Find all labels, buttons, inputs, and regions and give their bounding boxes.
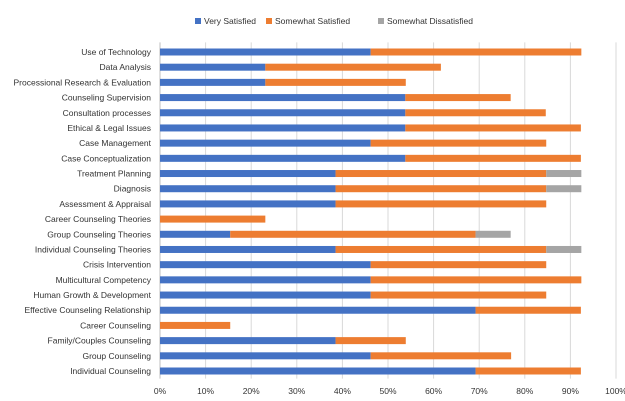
category-label: Effective Counseling Relationship — [25, 305, 152, 315]
x-tick-label: 80% — [516, 386, 533, 396]
x-tick-label: 60% — [425, 386, 442, 396]
category-label: Family/Couples Counseling — [48, 336, 152, 346]
bar-very-satisfied-13 — [160, 245, 336, 253]
bar-somewhat-satisfied-12 — [230, 230, 476, 238]
bar-somewhat-satisfied-4 — [405, 109, 546, 117]
legend-swatch — [378, 18, 384, 24]
bar-somewhat-satisfied-19 — [335, 337, 406, 345]
x-tick-label: 40% — [334, 386, 351, 396]
bar-very-satisfied-20 — [160, 352, 371, 360]
bar-somewhat-satisfied-14 — [370, 261, 547, 269]
x-tick-labels: 0% 10% 20% 30% 40% 50% 60% 70% 80% 90% 100% — [154, 386, 625, 396]
bar-somewhat-satisfied-11 — [160, 215, 266, 223]
bar-somewhat-satisfied-17 — [475, 306, 581, 314]
bar-somewhat-satisfied-7 — [405, 154, 581, 162]
legend-swatch — [195, 18, 201, 24]
bar-somewhat-satisfied-20 — [370, 352, 512, 360]
legend-label: Somewhat Dissatisfied — [387, 16, 473, 26]
category-label: Use of Technology — [81, 47, 152, 57]
x-tick-label: 20% — [243, 386, 260, 396]
x-tick-label: 30% — [288, 386, 305, 396]
bar-very-satisfied-6 — [160, 139, 371, 147]
bar-somewhat-satisfied-18 — [160, 321, 231, 329]
category-label: Counseling Supervision — [62, 93, 152, 103]
bar-very-satisfied-9 — [160, 185, 336, 193]
bar-somewhat-satisfied-10 — [335, 200, 547, 208]
x-tick-label: 0% — [154, 386, 167, 396]
bar-very-satisfied-16 — [160, 291, 371, 299]
category-label: Group Counseling Theories — [47, 229, 151, 239]
bar-somewhat-satisfied-0 — [370, 48, 582, 56]
category-label: Career Counseling — [80, 320, 151, 330]
bar-very-satisfied-14 — [160, 261, 371, 269]
bar-very-satisfied-3 — [160, 94, 406, 102]
bar-very-satisfied-2 — [160, 78, 266, 86]
bar-very-satisfied-15 — [160, 276, 371, 284]
bar-somewhat-dissatisfied-12 — [475, 230, 511, 238]
x-tick-label: 70% — [471, 386, 488, 396]
bar-somewhat-satisfied-5 — [405, 124, 581, 132]
category-label: Human Growth & Development — [33, 290, 151, 300]
bar-very-satisfied-7 — [160, 154, 406, 162]
bar-somewhat-satisfied-21 — [475, 367, 581, 375]
bar-very-satisfied-19 — [160, 337, 336, 345]
x-tick-label: 90% — [562, 386, 579, 396]
legend-swatch — [266, 18, 272, 24]
bar-somewhat-dissatisfied-8 — [546, 170, 582, 178]
category-label: Data Analysis — [100, 62, 152, 72]
bar-somewhat-dissatisfied-13 — [546, 245, 582, 253]
bars — [160, 48, 582, 375]
category-label: Group Counseling — [82, 351, 151, 361]
bar-very-satisfied-21 — [160, 367, 476, 375]
bar-very-satisfied-1 — [160, 63, 266, 71]
bar-somewhat-satisfied-15 — [370, 276, 582, 284]
category-label: Multicultural Competency — [56, 275, 152, 285]
category-label: Individual Counseling Theories — [35, 244, 151, 254]
bar-somewhat-satisfied-9 — [335, 185, 547, 193]
bar-very-satisfied-12 — [160, 230, 231, 238]
category-label: Case Management — [79, 138, 151, 148]
bar-somewhat-satisfied-16 — [370, 291, 547, 299]
category-label: Treatment Planning — [77, 169, 151, 179]
bar-very-satisfied-4 — [160, 109, 406, 117]
bar-somewhat-satisfied-8 — [335, 170, 547, 178]
category-labels: Use of Technology Data Analysis Procession… — [14, 47, 152, 376]
x-tick-label: 10% — [197, 386, 214, 396]
bar-somewhat-dissatisfied-9 — [546, 185, 582, 193]
bar-somewhat-satisfied-1 — [265, 63, 441, 71]
bar-very-satisfied-0 — [160, 48, 371, 56]
legend: Very Satisfied Somewhat Satisfied Somewhat… — [195, 16, 473, 26]
bar-somewhat-satisfied-13 — [335, 245, 547, 253]
category-label: Diagnosis — [114, 184, 151, 194]
bar-somewhat-satisfied-3 — [405, 94, 511, 102]
category-label: Ethical & Legal Issues — [67, 123, 151, 133]
category-label: Career Counseling Theories — [45, 214, 151, 224]
legend-label: Very Satisfied — [204, 16, 256, 26]
category-label: Case Conceptualization — [61, 153, 151, 163]
bar-somewhat-satisfied-2 — [265, 78, 406, 86]
category-label: Crisis Intervention — [83, 260, 151, 270]
legend-label: Somewhat Satisfied — [275, 16, 350, 26]
x-tick-label: 100% — [605, 386, 625, 396]
bar-very-satisfied-5 — [160, 124, 406, 132]
category-label: Consultation processes — [63, 108, 151, 118]
x-tick-label: 50% — [379, 386, 396, 396]
category-label: Assessment & Appraisal — [59, 199, 151, 209]
bar-very-satisfied-17 — [160, 306, 476, 314]
category-label: Processional Research & Evaluation — [14, 77, 152, 87]
bar-somewhat-satisfied-6 — [370, 139, 547, 147]
bar-very-satisfied-8 — [160, 170, 336, 178]
bar-very-satisfied-10 — [160, 200, 336, 208]
category-label: Individual Counseling — [70, 366, 151, 376]
